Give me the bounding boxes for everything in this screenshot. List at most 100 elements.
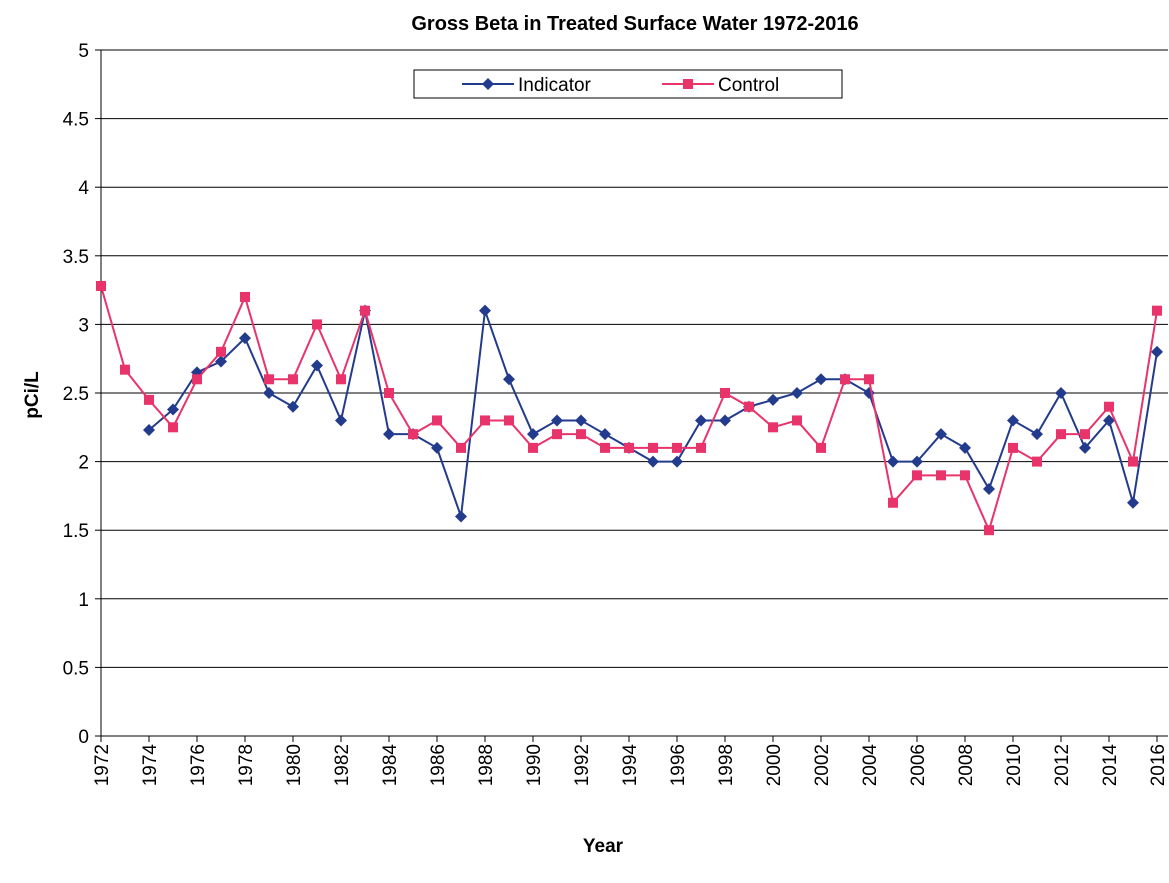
x-tick-label: 2004	[860, 744, 881, 787]
marker	[1056, 429, 1066, 440]
marker	[815, 373, 827, 386]
legend-marker	[482, 78, 494, 90]
marker	[335, 414, 347, 427]
marker	[504, 415, 514, 426]
marker	[216, 346, 226, 357]
marker	[1007, 414, 1019, 427]
x-tick-label: 2012	[1052, 744, 1073, 786]
marker	[264, 374, 274, 385]
marker	[960, 470, 970, 481]
marker	[1152, 305, 1162, 316]
marker	[120, 364, 130, 375]
y-tick-label: 4.5	[63, 110, 89, 131]
marker	[840, 374, 850, 385]
marker	[383, 428, 395, 441]
marker	[887, 455, 899, 468]
x-tick-label: 2016	[1148, 744, 1169, 786]
marker	[1079, 441, 1091, 454]
x-tick-label: 2000	[764, 744, 785, 786]
marker	[624, 442, 634, 453]
y-tick-label: 1	[78, 590, 89, 611]
marker	[167, 403, 179, 416]
marker	[768, 422, 778, 433]
marker	[1032, 456, 1042, 467]
marker	[936, 470, 946, 481]
x-tick-label: 1996	[668, 744, 689, 786]
marker	[935, 428, 947, 441]
legend-marker	[683, 79, 693, 89]
marker	[239, 332, 251, 345]
marker	[767, 393, 779, 406]
series-line	[148, 310, 1158, 517]
marker	[912, 470, 922, 481]
x-tick-label: 1988	[476, 744, 497, 786]
marker	[312, 319, 322, 330]
marker	[696, 442, 706, 453]
marker	[695, 414, 707, 427]
marker	[408, 429, 418, 440]
marker	[671, 455, 683, 468]
marker	[672, 442, 682, 453]
marker	[431, 441, 443, 454]
x-tick-label: 2014	[1100, 744, 1121, 787]
marker	[528, 442, 538, 453]
marker	[384, 388, 394, 398]
marker	[527, 428, 539, 441]
marker	[744, 401, 754, 412]
marker	[1104, 401, 1114, 412]
x-axis-label: Year	[583, 836, 624, 857]
marker	[647, 455, 659, 468]
marker	[551, 414, 563, 427]
marker	[1008, 442, 1018, 453]
marker	[576, 429, 586, 440]
x-tick-label: 1998	[716, 744, 737, 786]
marker	[168, 422, 178, 433]
marker	[911, 455, 923, 468]
marker	[96, 280, 106, 291]
x-tick-label: 1980	[284, 744, 305, 786]
x-tick-label: 2008	[956, 744, 977, 786]
marker	[575, 414, 587, 427]
marker	[864, 374, 874, 385]
marker	[288, 374, 298, 385]
series-line	[100, 285, 1158, 534]
marker	[192, 374, 202, 385]
marker	[336, 374, 346, 385]
x-tick-label: 1976	[188, 744, 209, 786]
x-tick-label: 1978	[236, 744, 257, 786]
marker	[1031, 428, 1043, 441]
marker	[792, 415, 802, 426]
marker	[1128, 456, 1138, 467]
marker	[648, 442, 658, 453]
marker	[720, 388, 730, 398]
marker	[791, 387, 803, 399]
y-tick-label: 1.5	[63, 521, 89, 542]
x-tick-label: 1992	[572, 744, 593, 786]
x-tick-label: 2002	[812, 744, 833, 786]
marker	[1055, 387, 1067, 399]
x-tick-label: 1984	[380, 744, 401, 787]
marker	[984, 525, 994, 536]
y-tick-label: 0.5	[63, 658, 89, 679]
x-tick-label: 1974	[140, 744, 161, 787]
y-tick-label: 0	[78, 727, 89, 748]
y-tick-label: 5	[78, 41, 89, 62]
marker	[143, 424, 155, 437]
marker	[432, 415, 442, 426]
y-tick-label: 2	[78, 453, 89, 474]
marker	[1103, 414, 1115, 427]
x-tick-label: 1986	[428, 744, 449, 786]
marker	[311, 359, 323, 372]
legend-label: Indicator	[518, 75, 592, 96]
x-tick-label: 1972	[92, 744, 113, 786]
marker	[1127, 496, 1139, 509]
x-tick-label: 1994	[620, 744, 641, 787]
x-tick-label: 2006	[908, 744, 929, 786]
y-axis-label: pCi/L	[22, 371, 43, 419]
marker	[360, 305, 370, 316]
y-tick-label: 3	[78, 315, 89, 336]
marker	[455, 510, 467, 523]
marker	[480, 415, 490, 426]
marker	[456, 442, 466, 453]
